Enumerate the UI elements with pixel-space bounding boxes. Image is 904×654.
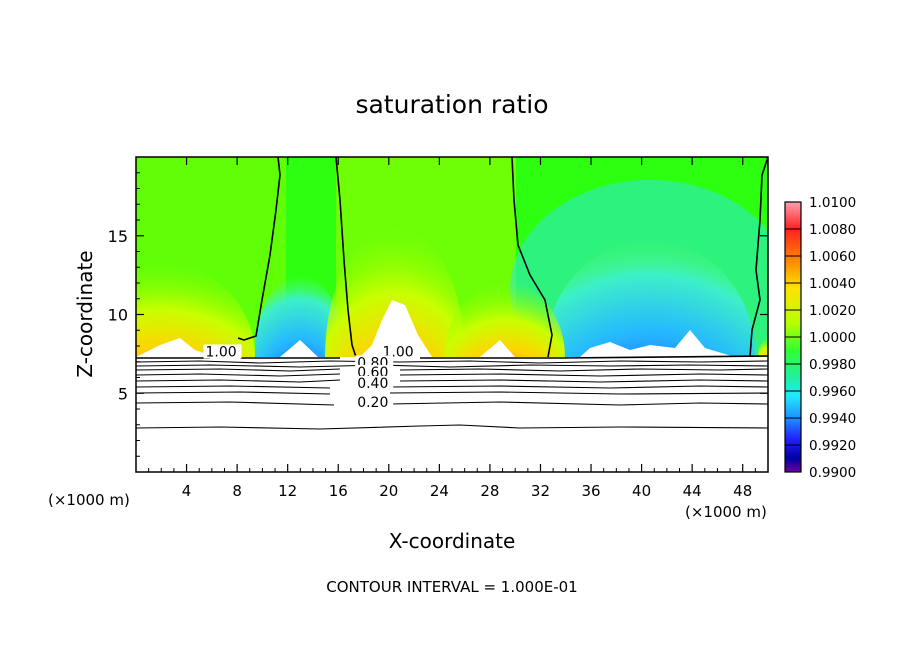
x-axis-title: X-coordinate bbox=[389, 529, 516, 553]
colorbar-label: 1.0060 bbox=[809, 249, 856, 265]
contour-line-2 bbox=[136, 364, 768, 368]
colorbar-label: 0.9920 bbox=[809, 438, 856, 454]
unity-contour-a bbox=[237, 157, 281, 341]
x-tick-label: 48 bbox=[733, 482, 752, 500]
contour-label-bg bbox=[355, 375, 394, 390]
contour-line-8 bbox=[136, 401, 768, 406]
contour-label-bg bbox=[203, 344, 242, 359]
contour-labels: 1.00 1.000.800.600.400.20 bbox=[203, 344, 419, 411]
colorbar-label: 0.9940 bbox=[809, 411, 856, 427]
colorbar-label: 1.0000 bbox=[809, 330, 856, 346]
x-unit-left: (×1000 m) bbox=[48, 491, 130, 509]
x-tick-label: 44 bbox=[683, 482, 702, 500]
colorbar-label: 1.0040 bbox=[809, 276, 856, 292]
contour-label: 0.40 bbox=[357, 376, 388, 392]
y-axis: 5 10 15 bbox=[108, 172, 768, 457]
y-tick-label: 10 bbox=[108, 306, 128, 325]
x-tick-label: 16 bbox=[329, 482, 348, 500]
contour-line-3 bbox=[136, 368, 768, 372]
contour-line-7 bbox=[136, 391, 768, 395]
contour-label: 0.20 bbox=[357, 395, 388, 411]
unity-contour-c bbox=[511, 157, 553, 358]
lower-contours bbox=[136, 360, 768, 430]
x-tick-label: 20 bbox=[379, 482, 398, 500]
contour-label-bg bbox=[355, 394, 394, 409]
colorbar-label: 1.0100 bbox=[809, 195, 856, 211]
contour-line-5 bbox=[136, 379, 768, 383]
contour-line-6 bbox=[136, 385, 768, 389]
y-tick-label: 15 bbox=[108, 227, 128, 246]
x-unit-right: (×1000 m) bbox=[685, 503, 767, 521]
colorbar-ticks: 1.0100 1.0080 1.0060 1.0040 1.0020 1.0000 0.99… bbox=[785, 195, 856, 481]
x-tick-label: 28 bbox=[480, 482, 499, 500]
contour-line-4 bbox=[136, 373, 768, 377]
contour-label-bg bbox=[380, 344, 419, 359]
y-axis-title: Z-coordinate bbox=[73, 250, 97, 377]
unity-contour-d bbox=[749, 157, 768, 358]
unity-contour-e bbox=[136, 355, 768, 359]
x-tick-label: 8 bbox=[232, 482, 242, 500]
x-tick-label: 12 bbox=[278, 482, 297, 500]
contour-line-1 bbox=[136, 360, 768, 364]
x-tick-label: 36 bbox=[581, 482, 600, 500]
contour-label-bg bbox=[355, 364, 394, 379]
colorbar-label: 1.0020 bbox=[809, 303, 856, 319]
x-tick-label: 32 bbox=[531, 482, 550, 500]
x-tick-label: 40 bbox=[632, 482, 651, 500]
colorbar-label: 0.9960 bbox=[809, 384, 856, 400]
contour-line-9 bbox=[136, 424, 768, 430]
x-axis: 4 8 12 16 20 24 28 32 36 40 44 48 bbox=[148, 157, 756, 500]
chart-title: saturation ratio bbox=[355, 90, 548, 119]
colorbar-label: 0.9980 bbox=[809, 357, 856, 373]
colorbar-label: 0.9900 bbox=[809, 465, 856, 481]
unity-contours bbox=[136, 157, 768, 359]
contour-interval-note: CONTOUR INTERVAL = 1.000E-01 bbox=[326, 578, 577, 596]
x-tick-label: 24 bbox=[430, 482, 449, 500]
unity-contour-b bbox=[335, 157, 357, 358]
colorbar-label: 1.0080 bbox=[809, 222, 856, 238]
contour-label: 1.00 bbox=[206, 344, 237, 360]
y-tick-label: 5 bbox=[118, 384, 128, 403]
x-tick-label: 4 bbox=[182, 482, 192, 500]
heatmap-field bbox=[136, 157, 768, 472]
